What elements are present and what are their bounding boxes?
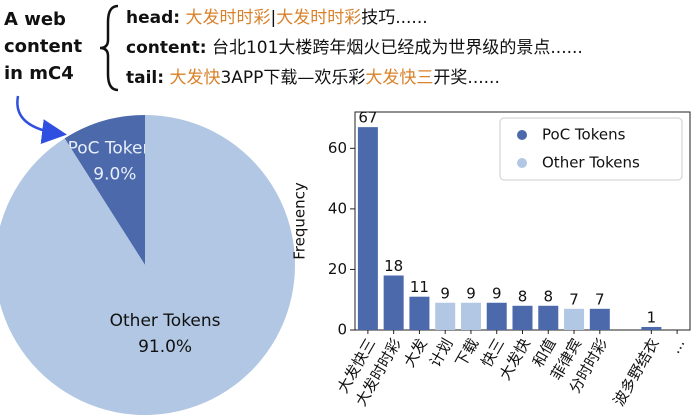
bar: [383, 275, 404, 330]
bar: [486, 302, 507, 330]
bar: [435, 302, 456, 330]
line-segment: 大发时时彩: [276, 8, 361, 28]
legend-marker: [517, 130, 527, 140]
legend-label: Other Tokens: [542, 154, 640, 172]
bar-value-label: 8: [543, 287, 553, 305]
legend-box: [499, 117, 683, 181]
y-tick-label: 60: [328, 139, 347, 157]
slice-value-label: 9.0%: [93, 164, 136, 184]
annotation-label: in mC4: [4, 63, 74, 84]
annotation-label: content: [4, 36, 82, 57]
line-segment: 3APP下载—欢乐彩: [220, 68, 365, 88]
bar-value-label: 18: [384, 257, 403, 275]
bar: [409, 296, 430, 330]
pie-slice: [0, 115, 295, 415]
line-segment: 大发时时彩: [185, 8, 270, 28]
line-label: head:: [126, 8, 180, 28]
x-tick-label: 波多野结衣: [610, 335, 663, 409]
bar-value-label: 7: [569, 290, 579, 308]
line-segment: 技巧......: [361, 8, 427, 28]
bar-value-label: 11: [410, 278, 429, 296]
slice-label: PoC Tokens: [68, 138, 163, 158]
line-label: tail:: [126, 68, 164, 88]
bar: [357, 127, 378, 330]
line-label: content:: [126, 38, 207, 58]
brace: [99, 4, 119, 92]
line-segment: 开奖......: [433, 68, 499, 88]
bar: [564, 308, 585, 330]
bar-value-label: 9: [440, 284, 450, 302]
y-axis-label: Frequency: [291, 182, 309, 260]
bar: [589, 308, 610, 330]
line-segment: 大发快三: [365, 68, 433, 88]
bar: [460, 302, 481, 330]
bar-value-label: 9: [492, 284, 502, 302]
x-tick-label: 下载: [452, 335, 483, 370]
bar-value-label: 1: [647, 308, 657, 326]
bar: [538, 305, 559, 330]
y-tick-label: 0: [337, 321, 347, 339]
bar: [641, 326, 662, 330]
arrow: [16, 95, 67, 145]
annotation-line: head: 大发时时彩|大发时时彩技巧......: [126, 8, 428, 28]
bar-value-label: 8: [518, 287, 528, 305]
bar: [512, 305, 533, 330]
y-tick-label: 20: [328, 260, 347, 278]
legend-label: PoC Tokens: [542, 126, 626, 144]
annotation-line: tail: 大发快3APP下载—欢乐彩大发快三开奖......: [126, 68, 500, 88]
slice-value-label: 91.0%: [138, 337, 192, 357]
legend-marker: [517, 158, 527, 168]
line-segment: 大发快: [169, 68, 220, 88]
annotation-label: A web: [4, 9, 66, 30]
slice-label: Other Tokens: [110, 311, 221, 331]
bar-value-label: 67: [358, 109, 377, 127]
bar-value-label: 7: [595, 290, 605, 308]
line-segment: |: [270, 8, 276, 28]
line-segment: 台北101大楼跨年烟火已经成为世界级的景点......: [212, 38, 583, 58]
bar-value-label: 9: [466, 284, 476, 302]
x-tick-label: ...: [666, 335, 689, 356]
pie-slice: [64, 115, 145, 265]
x-tick-label: 大发: [400, 335, 431, 370]
annotation-line: content: 台北101大楼跨年烟火已经成为世界级的景点......: [126, 38, 583, 58]
x-tick-label: 计划: [426, 335, 457, 370]
y-tick-label: 40: [328, 199, 347, 217]
